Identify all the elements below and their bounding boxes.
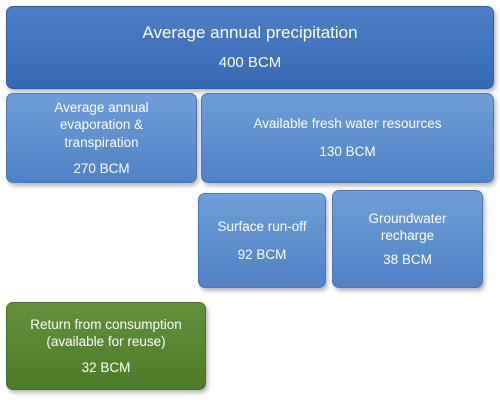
precipitation-value: 400 BCM [218,54,282,72]
evaporation-label: Average annual evaporation & transpirati… [54,99,149,150]
evaporation-value: 270 BCM [73,160,130,176]
fresh-water-box: Available fresh water resources 130 BCM [201,93,494,183]
surface-runoff-value: 92 BCM [237,246,287,262]
return-flow-value: 32 BCM [81,359,131,375]
evaporation-box: Average annual evaporation & transpirati… [6,93,197,183]
return-flow-box: Return from consumption (available for r… [6,302,206,390]
groundwater-box: Groundwater recharge 38 BCM [332,190,483,288]
return-flow-label: Return from consumption (available for r… [30,316,182,350]
precipitation-label: Average annual precipitation [142,23,358,43]
fresh-water-value: 130 BCM [319,144,376,159]
precipitation-box: Average annual precipitation 400 BCM [6,6,494,89]
groundwater-value: 38 BCM [383,251,432,267]
fresh-water-label: Available fresh water resources [253,116,442,132]
groundwater-label: Groundwater recharge [368,210,447,244]
surface-runoff-label: Surface run-off [217,218,307,234]
surface-runoff-box: Surface run-off 92 BCM [198,193,326,288]
